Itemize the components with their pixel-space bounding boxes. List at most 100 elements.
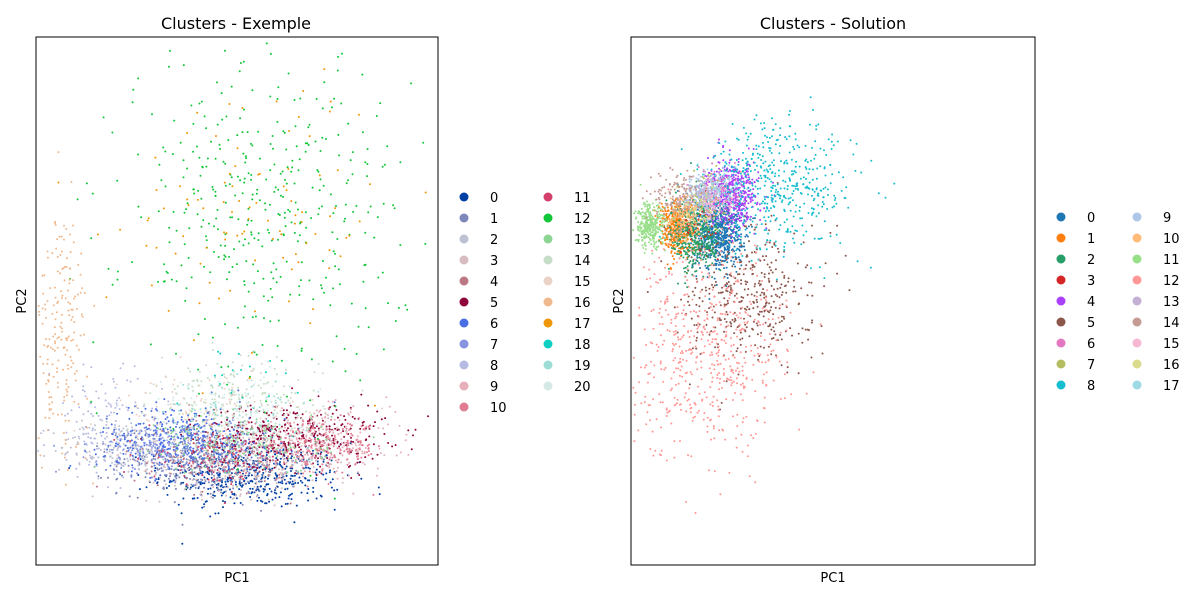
scatter-point bbox=[229, 496, 232, 499]
scatter-point bbox=[88, 426, 91, 429]
scatter-point bbox=[93, 304, 96, 307]
scatter-point bbox=[256, 464, 259, 466]
scatter-point bbox=[204, 466, 206, 469]
scatter-point bbox=[275, 492, 278, 495]
scatter-point bbox=[276, 455, 279, 458]
scatter-point bbox=[156, 484, 159, 487]
scatter-point bbox=[259, 485, 262, 488]
scatter-point bbox=[366, 451, 368, 454]
scatter-point bbox=[360, 393, 363, 396]
scatter-point bbox=[322, 460, 325, 463]
scatter-point bbox=[194, 450, 197, 453]
cluster-17-points bbox=[57, 68, 427, 407]
scatter-point bbox=[240, 369, 243, 371]
scatter-point bbox=[173, 421, 176, 424]
scatter-point bbox=[149, 343, 152, 346]
scatter-point bbox=[208, 473, 211, 476]
scatter-point bbox=[230, 454, 233, 456]
scatter-point bbox=[125, 425, 128, 428]
scatter-point bbox=[250, 385, 253, 388]
scatter-point bbox=[241, 232, 244, 235]
scatter-point bbox=[243, 420, 246, 422]
scatter-point bbox=[199, 493, 202, 496]
scatter-point bbox=[208, 379, 211, 382]
scatter-point bbox=[211, 336, 214, 339]
scatter-point bbox=[184, 425, 187, 428]
scatter-point bbox=[225, 278, 228, 281]
scatter-point bbox=[228, 459, 231, 462]
scatter-point bbox=[133, 468, 136, 471]
scatter-point bbox=[272, 459, 274, 462]
scatter-point bbox=[201, 450, 203, 453]
scatter-point bbox=[246, 456, 249, 459]
scatter-point bbox=[406, 308, 409, 311]
scatter-point bbox=[225, 403, 228, 405]
scatter-point bbox=[315, 452, 318, 455]
scatter-point bbox=[346, 422, 349, 425]
scatter-point bbox=[236, 485, 239, 488]
scatter-point bbox=[279, 491, 282, 494]
scatter-point bbox=[42, 362, 45, 365]
scatter-point bbox=[302, 420, 305, 423]
scatter-point bbox=[255, 447, 257, 450]
scatter-point bbox=[140, 216, 143, 219]
scatter-point bbox=[213, 462, 216, 465]
scatter-point bbox=[113, 463, 116, 466]
scatter-point bbox=[365, 427, 367, 430]
scatter-point bbox=[59, 325, 62, 328]
scatter-point bbox=[228, 255, 231, 258]
scatter-point bbox=[137, 457, 140, 460]
scatter-point bbox=[144, 476, 147, 479]
chart-title: Clusters - Exemple bbox=[161, 14, 311, 33]
scatter-point bbox=[131, 466, 134, 469]
scatter-point bbox=[294, 125, 297, 128]
scatter-point bbox=[217, 430, 220, 433]
scatter-point bbox=[213, 494, 216, 497]
scatter-point bbox=[212, 409, 214, 412]
scatter-point bbox=[137, 77, 140, 80]
scatter-point bbox=[321, 469, 324, 472]
scatter-point bbox=[211, 386, 214, 389]
scatter-point bbox=[51, 252, 54, 255]
scatter-point bbox=[238, 479, 241, 481]
scatter-point bbox=[200, 397, 203, 400]
scatter-point bbox=[245, 157, 248, 160]
scatter-point bbox=[307, 446, 310, 449]
scatter-point bbox=[254, 310, 256, 313]
scatter-point bbox=[245, 465, 248, 468]
scatter-point bbox=[265, 382, 268, 385]
scatter-point bbox=[128, 448, 131, 451]
scatter-point bbox=[71, 437, 74, 439]
scatter-point bbox=[340, 431, 343, 434]
legend-item: 19 bbox=[543, 359, 591, 374]
scatter-point bbox=[133, 440, 136, 443]
scatter-point bbox=[238, 410, 241, 413]
scatter-point bbox=[219, 471, 222, 474]
scatter-point bbox=[368, 450, 370, 453]
scatter-point bbox=[186, 450, 189, 452]
scatter-point bbox=[192, 188, 195, 191]
scatter-point bbox=[76, 198, 79, 201]
scatter-point bbox=[364, 447, 367, 449]
scatter-point bbox=[204, 435, 207, 438]
scatter-point bbox=[364, 231, 367, 234]
scatter-point bbox=[244, 468, 247, 471]
scatter-point bbox=[245, 472, 247, 474]
scatter-point bbox=[223, 381, 225, 384]
scatter-point bbox=[336, 447, 339, 450]
scatter-point bbox=[114, 420, 117, 422]
legend-label: 14 bbox=[574, 254, 591, 269]
scatter-point bbox=[715, 284, 718, 286]
scatter-point bbox=[143, 426, 146, 429]
scatter-point bbox=[266, 410, 269, 413]
scatter-point bbox=[298, 446, 301, 449]
scatter-point bbox=[362, 280, 365, 283]
scatter-point bbox=[81, 389, 84, 392]
scatter-point bbox=[182, 64, 185, 67]
scatter-point bbox=[274, 430, 277, 433]
scatter-point bbox=[256, 499, 259, 502]
scatter-point bbox=[164, 427, 167, 430]
scatter-point bbox=[236, 134, 239, 137]
scatter-point bbox=[179, 431, 182, 434]
scatter-point bbox=[315, 468, 318, 471]
